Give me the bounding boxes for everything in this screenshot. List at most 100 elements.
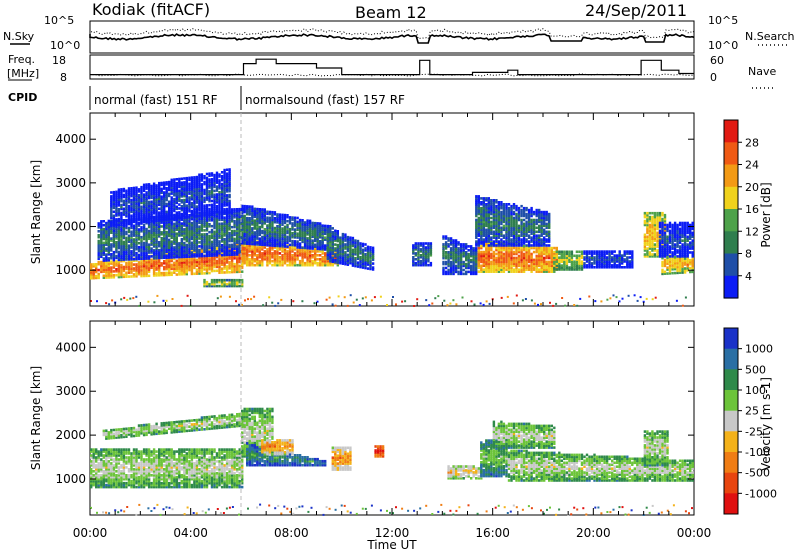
heatmap-cell [120,211,123,215]
heatmap-cell [158,243,161,246]
heatmap-cell [301,232,304,236]
heatmap-cell [308,219,312,223]
heatmap-cell [371,266,375,269]
heatmap-cell [346,253,350,257]
heatmap-cell [178,222,181,225]
heatmap-cell [145,227,148,231]
heatmap-cell [225,261,229,264]
heatmap-cell [344,247,347,250]
heatmap-cell [233,249,236,252]
heatmap-cell [205,180,209,184]
heatmap-cell [163,231,166,234]
heatmap-cell [150,241,153,244]
heatmap-cell [100,227,103,231]
heatmap-cell [331,263,334,267]
heatmap-cell [225,267,229,270]
heatmap-cell [301,228,304,232]
heatmap-cell [132,246,136,249]
heatmap-cell [329,234,332,237]
heatmap-cell [316,233,319,237]
heatmap-cell [236,266,239,270]
heatmap-cell [122,201,126,205]
heatmap-cell [454,270,458,274]
heatmap-cell [178,226,181,229]
heatmap-cell [303,263,307,267]
heatmap-cell [142,251,146,255]
heatmap-cell [158,197,161,201]
heatmap-cell [170,265,173,269]
heatmap-cell [487,204,490,208]
heatmap-cell [412,250,415,253]
heatmap-cell [220,178,224,182]
heatmap-cell [520,262,523,266]
heatmap-cell [316,231,319,235]
heatmap-cell [188,266,191,270]
heatmap-cell [268,238,272,241]
heatmap-cell [532,264,536,268]
heatmap-cell [220,282,224,286]
heatmap-cell [487,236,490,239]
heatmap-cell [97,251,100,255]
heatmap-cell [137,211,141,215]
heatmap-cell [230,253,234,256]
heatmap-cell [165,192,168,196]
heatmap-cell [125,263,128,267]
heatmap-cell [238,284,241,288]
heatmap-cell [485,260,488,264]
heatmap-cell [500,264,503,268]
heatmap-cell [173,222,176,226]
heatmap-cell [183,222,186,225]
heatmap-cell [296,222,299,226]
heatmap-cell [308,233,312,236]
heatmap-cell [205,214,209,217]
heatmap-cell [175,207,178,211]
heatmap-cell [324,261,327,265]
heatmap-cell [336,257,339,261]
heatmap-cell [482,250,485,254]
heatmap-cell [482,264,485,268]
heatmap-cell [505,216,508,220]
heatmap-cell [241,220,244,223]
heatmap-cell [485,206,488,210]
heatmap-cell [510,260,513,264]
heatmap-cell [175,195,178,199]
heatmap-cell [105,225,108,229]
heatmap-cell [286,215,289,219]
heatmap-cell [427,263,430,267]
heatmap-cell [137,236,141,239]
heatmap-cell [251,229,254,232]
heatmap-cell [308,229,312,232]
heatmap-cell [142,228,146,231]
heatmap-cell [497,270,501,273]
heatmap-cell [112,245,116,248]
heatmap-cell [210,207,214,211]
heatmap-cell [459,260,463,264]
heatmap-cell [422,256,425,259]
heatmap-cell [412,258,415,261]
heatmap-cell [266,248,269,251]
heatmap-cell [230,284,234,288]
heatmap-cell [296,248,299,251]
heatmap-cell [470,272,473,276]
heatmap-cell [512,246,516,250]
heatmap-cell [112,229,116,232]
heatmap-cell [278,221,282,224]
heatmap-cell [220,226,224,229]
heatmap-cell [228,182,231,185]
heatmap-cell [344,233,347,236]
heatmap-cell [349,240,352,243]
heatmap-cell [210,174,214,177]
heatmap-cell [475,272,478,276]
heatmap-cell [150,194,153,198]
heatmap-cell [110,216,113,220]
heatmap-cell [346,247,350,251]
heatmap-cell [223,188,226,191]
heatmap-cell [329,244,332,247]
heatmap-cell [208,250,211,254]
heatmap-cell [291,243,294,247]
heatmap-cell [120,231,123,234]
heatmap-cell [210,246,214,250]
heatmap-cell [527,252,531,256]
heatmap-cell [263,252,266,255]
heatmap-cell [475,197,478,200]
